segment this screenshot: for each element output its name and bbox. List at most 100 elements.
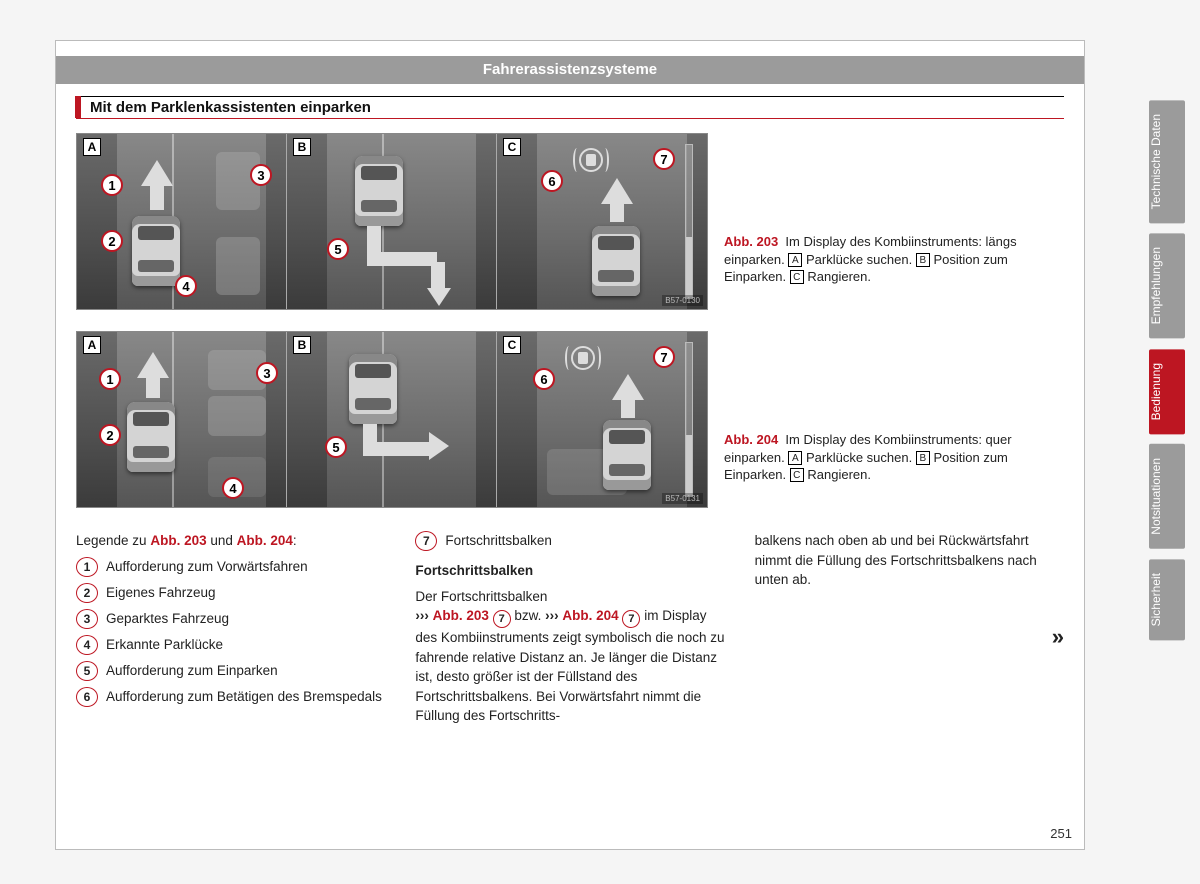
callout-2: 2: [99, 424, 121, 446]
column-3: balkens nach oben ab und bei Rückwärtsfa…: [755, 531, 1064, 726]
arrow-head-down-icon: [427, 288, 451, 306]
box-letter-c: C: [790, 468, 804, 482]
forward-arrow-icon: [612, 374, 644, 400]
forward-arrow-icon: [137, 352, 169, 378]
figure-ref: Abb. 204: [562, 608, 618, 623]
legend-text: Fortschrittsbalken: [445, 531, 552, 551]
subheading: Fortschrittsbalken: [415, 561, 724, 581]
callout-7: 7: [653, 346, 675, 368]
paragraph: balkens nach oben ab und bei Rückwärtsfa…: [755, 533, 1037, 587]
section-title-bar: Mit dem Parklenkassistenten einparken: [76, 96, 1064, 119]
legend-number: 1: [76, 557, 98, 577]
caption-a: Parklücke suchen.: [806, 252, 912, 267]
fig203-panel-c: C 6 7 B57-0130: [497, 134, 707, 309]
brake-icon: [575, 148, 607, 172]
side-tab-sicherheit[interactable]: Sicherheit: [1149, 559, 1185, 640]
continuation-icon: »: [1052, 621, 1064, 653]
figure-ref: Abb. 203: [150, 533, 206, 548]
callout-4: 4: [175, 275, 197, 297]
paragraph: Der Fortschrittsbalken ››› Abb. 203 7 bz…: [415, 587, 724, 726]
side-tab-technische-daten[interactable]: Technische Daten: [1149, 100, 1185, 223]
side-tab-notsituationen[interactable]: Notsituationen: [1149, 444, 1185, 549]
column-2: 7 Fortschrittsbalken Fortschrittsbalken …: [415, 531, 724, 726]
legend-item: 2 Eigenes Fahrzeug: [76, 583, 385, 603]
progress-bar-icon: [685, 144, 693, 299]
inline-callout: 7: [493, 610, 511, 628]
legend-text: Aufforderung zum Einparken: [106, 661, 278, 681]
brake-icon: [567, 346, 599, 370]
text: im Display des Kombiinstruments zeigt sy…: [415, 608, 724, 723]
page-number: 251: [1050, 826, 1072, 841]
arrow-head-right-icon: [429, 432, 449, 460]
panel-letter: C: [503, 138, 521, 156]
own-car-icon: [592, 226, 640, 296]
callout-5: 5: [325, 436, 347, 458]
fig203-panel-b: B 5: [287, 134, 497, 309]
legend-number: 4: [76, 635, 98, 655]
legend-item-7: 7 Fortschrittsbalken: [415, 531, 724, 551]
side-tab-bedienung[interactable]: Bedienung: [1149, 349, 1185, 434]
fig203-panel-a: A 1 2 3 4: [77, 134, 287, 309]
box-letter-b: B: [916, 253, 930, 267]
fig204-panel-c: C 6 7 B57-0131: [497, 332, 707, 507]
figure-id: B57-0130: [662, 295, 703, 306]
own-car-icon: [349, 354, 397, 424]
legend-number: 5: [76, 661, 98, 681]
panel-letter: B: [293, 138, 311, 156]
text: und: [207, 533, 237, 548]
forward-arrow-icon: [141, 160, 173, 186]
figure-ref: Abb. 204: [724, 432, 778, 447]
callout-2: 2: [101, 230, 123, 252]
legend-text: Erkannte Parklücke: [106, 635, 223, 655]
callout-3: 3: [250, 164, 272, 186]
side-tabs: Technische Daten Empfehlungen Bedienung Not…: [1149, 100, 1185, 640]
figure-203-row: A 1 2 3 4 B: [76, 133, 1058, 310]
legend-item: 6Aufforderung zum Betätigen des Bremsped…: [76, 687, 385, 707]
figure-204-panels: A 1 2 3 4 B: [76, 331, 708, 508]
callout-5: 5: [327, 238, 349, 260]
panel-letter: A: [83, 138, 101, 156]
own-car-icon: [355, 156, 403, 226]
legend-item: 3 Geparktes Fahrzeug: [76, 609, 385, 629]
manual-page: Fahrerassistenzsysteme Mit dem Parklenka…: [55, 40, 1085, 850]
column-1: Legende zu Abb. 203 und Abb. 204: 1Auffo…: [76, 531, 385, 726]
chapter-header: Fahrerassistenzsysteme: [56, 56, 1084, 84]
legend-text: Eigenes Fahrzeug: [106, 583, 216, 603]
callout-4: 4: [222, 477, 244, 499]
progress-bar-icon: [685, 342, 693, 497]
text: bzw.: [511, 608, 546, 623]
legend-number: 7: [415, 531, 437, 551]
arrow-shaft: [146, 376, 160, 398]
figure-204-row: A 1 2 3 4 B: [76, 331, 1058, 508]
legend-list: 1Aufforderung zum Vorwärtsfahren2Eigenes…: [76, 557, 385, 707]
own-car-icon: [132, 216, 180, 286]
legend-number: 3: [76, 609, 98, 629]
text: Der Fortschrittsbalken: [415, 589, 547, 604]
parked-car-icon: [216, 237, 260, 295]
fig204-caption: Abb. 204 Im Display des Kombiinstruments…: [708, 331, 1058, 484]
figure-id: B57-0131: [662, 493, 703, 504]
figure-203-panels: A 1 2 3 4 B: [76, 133, 708, 310]
box-letter-b: B: [916, 451, 930, 465]
legend-number: 2: [76, 583, 98, 603]
caption-c: Rangieren.: [807, 467, 871, 482]
side-tab-empfehlungen[interactable]: Empfehlungen: [1149, 233, 1185, 338]
legend-text: Geparktes Fahrzeug: [106, 609, 229, 629]
box-letter-c: C: [790, 270, 804, 284]
caption-a: Parklücke suchen.: [806, 450, 912, 465]
panel-letter: A: [83, 336, 101, 354]
callout-1: 1: [99, 368, 121, 390]
callout-6: 6: [533, 368, 555, 390]
chevron-icon: ›››: [415, 608, 429, 623]
text: Legende zu: [76, 533, 150, 548]
legend-intro: Legende zu Abb. 203 und Abb. 204:: [76, 531, 385, 551]
legend-number: 6: [76, 687, 98, 707]
arrow-shaft: [150, 184, 164, 210]
figure-ref: Abb. 203: [724, 234, 778, 249]
fig203-caption: Abb. 203 Im Display des Kombiinstruments…: [708, 133, 1058, 286]
section-title: Mit dem Parklenkassistenten einparken: [76, 97, 1064, 118]
figure-ref: Abb. 203: [433, 608, 489, 623]
fig204-panel-b: B 5: [287, 332, 497, 507]
inline-callout: 7: [622, 610, 640, 628]
callout-6: 6: [541, 170, 563, 192]
